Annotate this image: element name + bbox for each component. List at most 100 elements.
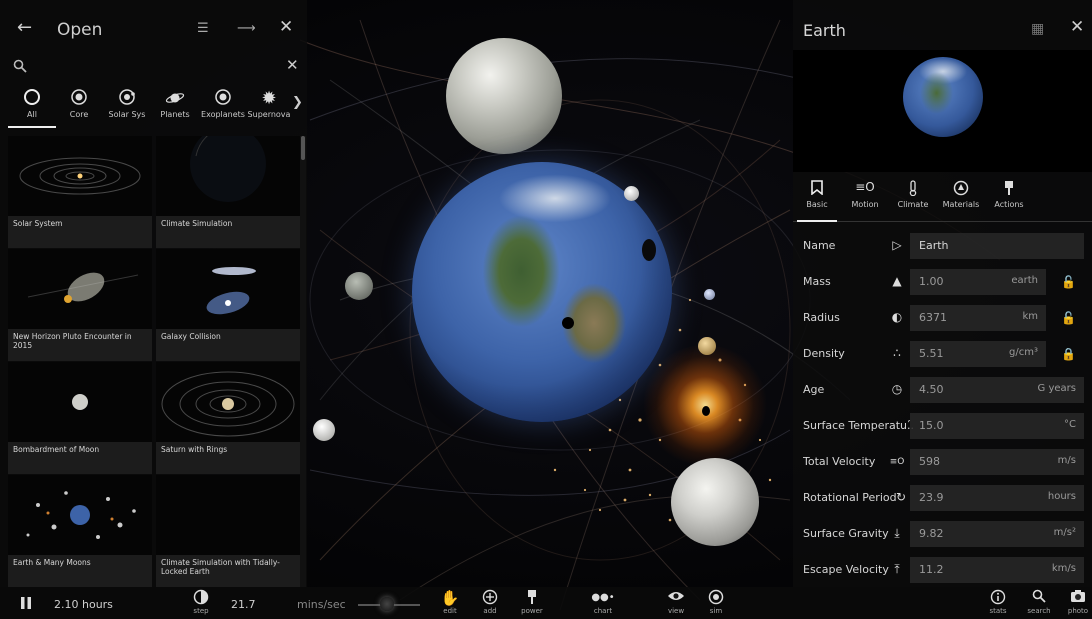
scenario-card[interactable]: Bombardment of Moon bbox=[8, 362, 152, 474]
radius-field[interactable]: 6371 km bbox=[910, 305, 1046, 331]
scrollbar-track[interactable] bbox=[300, 136, 306, 587]
scenario-thumbnail bbox=[8, 136, 152, 216]
step-label: step bbox=[193, 607, 209, 615]
tab-solar-sys[interactable]: Solar Sys bbox=[103, 82, 151, 128]
small-body[interactable] bbox=[698, 337, 716, 355]
power-button[interactable]: power bbox=[518, 587, 546, 619]
chart-button[interactable]: ●●• chart bbox=[590, 587, 616, 619]
chart-icon: ●●• bbox=[591, 592, 615, 603]
sim-icon bbox=[704, 589, 728, 607]
escape-velocity-field[interactable]: 11.2 km/s bbox=[910, 557, 1084, 583]
scenario-name: Solar System bbox=[8, 216, 152, 248]
tool-label: view bbox=[667, 607, 685, 615]
pin-icon[interactable]: ⟶ bbox=[237, 21, 256, 36]
edit-button[interactable]: ✋ edit bbox=[438, 587, 462, 619]
exoplanet-icon bbox=[199, 88, 247, 110]
moon-body-secondary[interactable] bbox=[671, 458, 759, 546]
name-field[interactable]: Earth bbox=[910, 233, 1084, 259]
tab-planets[interactable]: Planets bbox=[151, 82, 199, 128]
small-body[interactable] bbox=[702, 406, 710, 416]
small-body[interactable] bbox=[313, 419, 335, 441]
view-button[interactable]: view bbox=[664, 587, 688, 619]
small-body[interactable] bbox=[704, 289, 715, 300]
rotational-period-field[interactable]: 23.9 hours bbox=[910, 485, 1084, 511]
sim-button[interactable]: sim bbox=[704, 587, 728, 619]
add-button[interactable]: add bbox=[478, 587, 502, 619]
stats-button[interactable]: stats bbox=[985, 587, 1011, 619]
tab-materials[interactable]: Materials bbox=[939, 174, 983, 222]
tab-core[interactable]: Core bbox=[55, 82, 103, 128]
total-velocity-field[interactable]: 598 m/s bbox=[910, 449, 1084, 475]
panel-title: Open bbox=[57, 20, 103, 40]
scenario-card[interactable]: New Horizon Pluto Encounter in 2015 bbox=[8, 249, 152, 361]
surface-temperature-field[interactable]: 15.0 °C bbox=[910, 413, 1084, 439]
scenario-name: Bombardment of Moon bbox=[8, 442, 152, 474]
chevron-right-icon[interactable]: ❯ bbox=[292, 95, 303, 110]
arrow-left-icon[interactable]: ← bbox=[17, 17, 33, 38]
list-view-icon[interactable]: ☰ bbox=[197, 21, 209, 36]
property-label: Age bbox=[803, 383, 825, 396]
rotation-icon: ↻ bbox=[895, 490, 907, 504]
clear-search-icon[interactable]: ✕ bbox=[286, 56, 299, 74]
moon-shadow bbox=[562, 317, 574, 329]
tab-supernova[interactable]: ✹ Supernova bbox=[245, 82, 293, 128]
property-label: Surface Gravity bbox=[803, 527, 889, 540]
category-tabs: All Core Solar Sys Planets Exoplanets ✹ … bbox=[0, 82, 307, 128]
scenario-card[interactable]: Climate Simulation with Tidally-Locked E… bbox=[156, 475, 300, 587]
planet-icon bbox=[151, 88, 199, 110]
small-body[interactable] bbox=[624, 186, 639, 201]
pause-icon[interactable] bbox=[20, 596, 32, 613]
scenario-card[interactable]: Saturn with Rings bbox=[156, 362, 300, 474]
scenario-card[interactable]: Solar System bbox=[8, 136, 152, 248]
age-field[interactable]: 4.50 G years bbox=[910, 377, 1084, 403]
tab-label: Basic bbox=[806, 200, 828, 209]
density-field[interactable]: 5.51 g/cm³ bbox=[910, 341, 1046, 367]
search-input[interactable] bbox=[34, 56, 274, 78]
scrollbar-thumb[interactable] bbox=[301, 136, 305, 160]
mass-field[interactable]: 1.00 earth bbox=[910, 269, 1046, 295]
search-icon bbox=[1024, 589, 1054, 607]
sun-glow[interactable] bbox=[640, 345, 770, 465]
property-rotational-period: Rotational Period ↻ 23.9 hours bbox=[793, 482, 1092, 516]
tab-climate[interactable]: Climate bbox=[893, 174, 933, 222]
tab-actions[interactable]: Actions bbox=[989, 174, 1029, 222]
scenario-card[interactable]: Galaxy Collision bbox=[156, 249, 300, 361]
search-button[interactable]: search bbox=[1024, 587, 1054, 619]
tab-exoplanets[interactable]: Exoplanets bbox=[199, 82, 247, 128]
small-body[interactable] bbox=[642, 239, 656, 261]
tab-basic[interactable]: Basic bbox=[797, 174, 837, 222]
earth-body[interactable] bbox=[412, 162, 672, 422]
property-mass: Mass ▲ 1.00 earth 🔓 bbox=[793, 266, 1092, 300]
thermometer-icon bbox=[893, 180, 933, 200]
unlock-icon[interactable]: 🔓 bbox=[1061, 275, 1076, 289]
supernova-icon: ✹ bbox=[261, 88, 277, 109]
surface-gravity-field[interactable]: 9.82 m/s² bbox=[910, 521, 1084, 547]
bookmark-icon bbox=[797, 180, 837, 200]
tab-label: All bbox=[27, 110, 37, 119]
property-unit: m/s bbox=[1057, 455, 1076, 466]
escape-icon: ⤒ bbox=[894, 562, 900, 576]
scenario-card[interactable]: Climate Simulation bbox=[156, 136, 300, 248]
property-escape-velocity: Escape Velocity ⤒ 11.2 km/s bbox=[793, 554, 1092, 588]
speed-slider-handle[interactable] bbox=[380, 597, 394, 611]
small-body[interactable] bbox=[345, 272, 373, 300]
hide-icon[interactable]: ▦ bbox=[1031, 21, 1045, 37]
lock-icon[interactable]: 🔒 bbox=[1061, 347, 1076, 361]
property-surface-gravity: Surface Gravity ⤓ 9.82 m/s² bbox=[793, 518, 1092, 552]
step-button[interactable]: step bbox=[186, 587, 216, 619]
scenario-card[interactable]: Earth & Many Moons bbox=[8, 475, 152, 587]
tab-motion[interactable]: ≡O Motion bbox=[843, 174, 887, 222]
tab-label: Planets bbox=[160, 110, 190, 119]
property-unit: g/cm³ bbox=[1009, 347, 1038, 358]
moon-body[interactable] bbox=[446, 38, 562, 154]
tab-all[interactable]: All bbox=[8, 82, 56, 128]
close-icon[interactable]: ✕ bbox=[279, 17, 294, 37]
property-unit: hours bbox=[1047, 491, 1076, 502]
tool-label: photo bbox=[1067, 607, 1089, 615]
camera-icon bbox=[1066, 589, 1090, 607]
unlock-icon[interactable]: 🔓 bbox=[1061, 311, 1076, 325]
close-icon[interactable]: ✕ bbox=[1070, 17, 1085, 37]
scenario-thumbnail bbox=[156, 362, 300, 442]
photo-button[interactable]: photo bbox=[1066, 587, 1090, 619]
property-unit: m/s² bbox=[1053, 527, 1076, 538]
